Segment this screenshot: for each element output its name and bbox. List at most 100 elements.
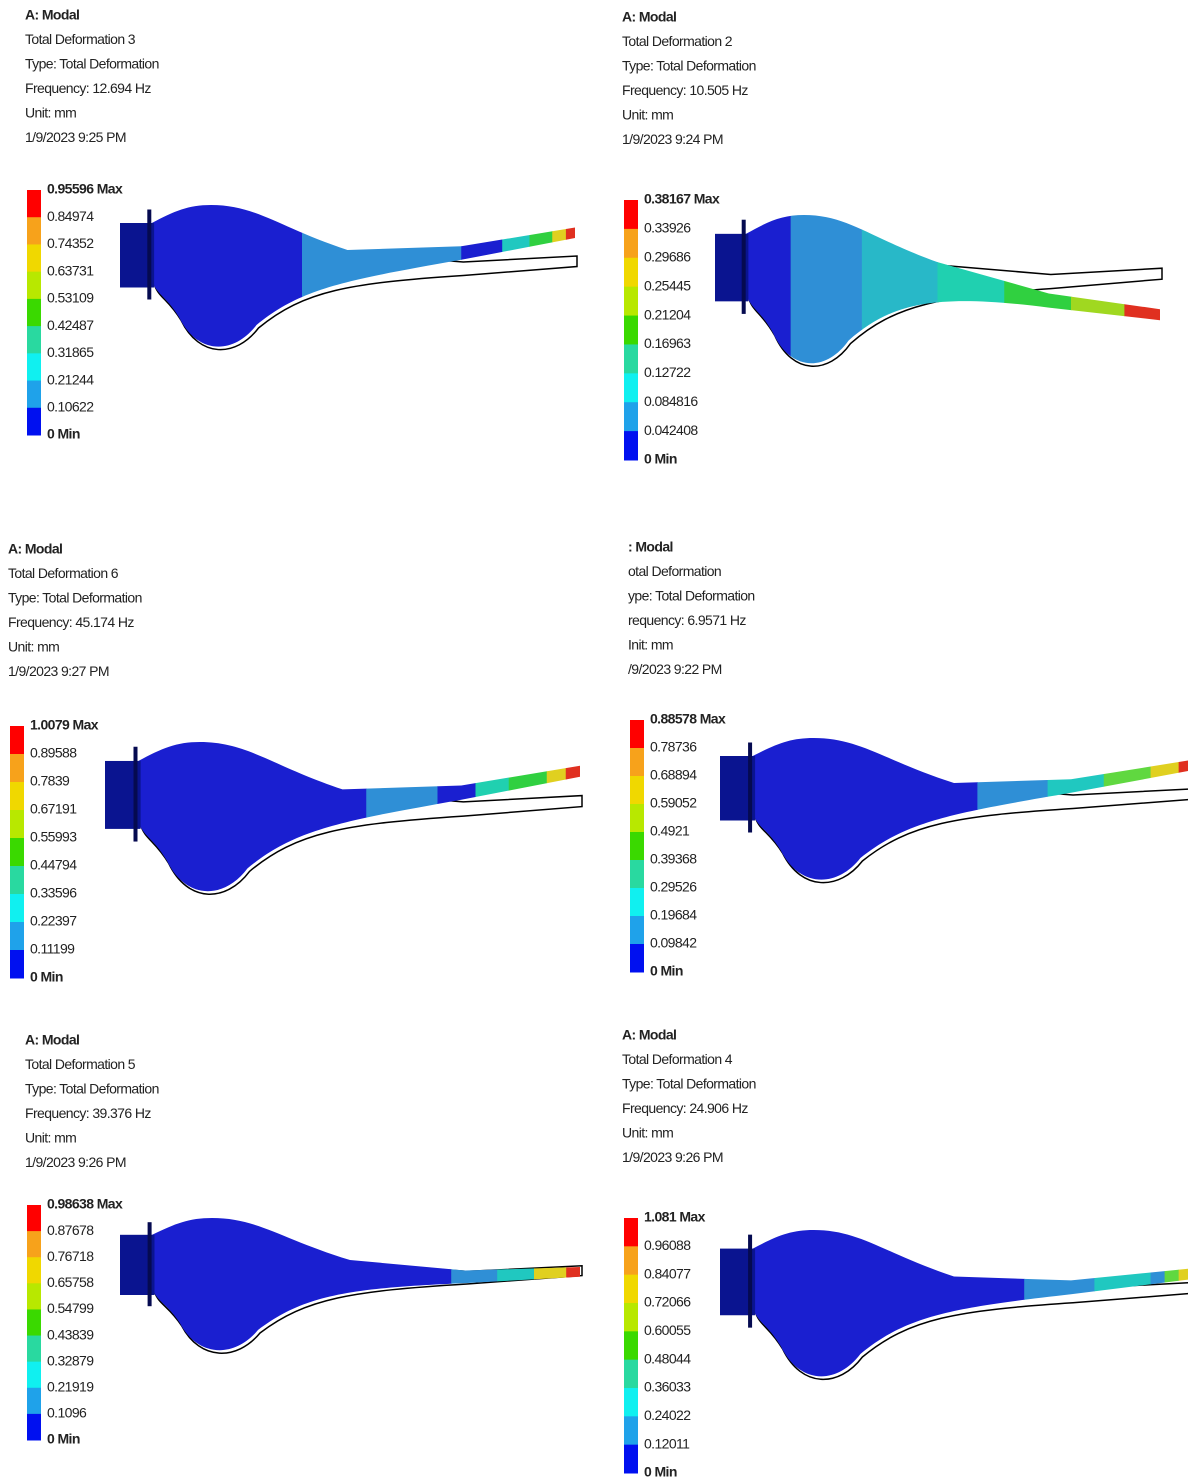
result-info: Unit: mm	[25, 1130, 76, 1146]
legend-band	[27, 1414, 41, 1441]
legend-band	[630, 916, 644, 945]
legend-band	[27, 353, 41, 381]
legend-band	[27, 381, 41, 409]
contour-band	[1004, 210, 1071, 377]
contour-band	[566, 1213, 590, 1363]
legend-band	[630, 944, 644, 973]
result-info: ype: Total Deformation	[628, 588, 755, 604]
contour-band	[1104, 733, 1151, 893]
legend-band	[624, 373, 638, 402]
legend-band	[27, 244, 41, 272]
legend-band	[630, 748, 644, 777]
legend-label: 0.042408	[644, 422, 698, 438]
legend-label: 1.0079 Max	[30, 717, 99, 733]
analysis-title: A: Modal	[622, 9, 676, 25]
result-info: Unit: mm	[622, 1125, 673, 1141]
contour-band	[566, 737, 590, 905]
legend-band	[624, 1416, 638, 1445]
contour-band	[509, 737, 548, 905]
result-info: Type: Total Deformation	[622, 1076, 756, 1092]
legend-label: 0.67191	[30, 801, 77, 817]
analysis-title: A: Modal	[25, 1032, 79, 1048]
legend-label: 0.21244	[47, 371, 94, 387]
contour-band	[1071, 210, 1125, 377]
result-info: Init: mm	[628, 637, 673, 653]
legend-band	[630, 860, 644, 889]
result-info: Type: Total Deformation	[25, 56, 159, 72]
contour-band	[105, 737, 367, 905]
page: A: ModalTotal Deformation 3Type: Total D…	[0, 0, 1188, 1479]
legend-band	[10, 894, 24, 923]
legend-band	[624, 1218, 638, 1247]
contour-band	[938, 210, 1005, 377]
legend-label: 0 Min	[47, 426, 80, 442]
legend-band	[27, 299, 41, 327]
contour-band	[438, 737, 477, 905]
legend-label: 0 Min	[650, 963, 683, 979]
hub-flange	[148, 1222, 152, 1306]
legend-label: 0.44794	[30, 857, 77, 873]
contour-band	[1165, 1225, 1180, 1390]
result-panel: A: Modal Total Deformation 4 Type: Total D…	[622, 1027, 1188, 1479]
contour-band	[566, 200, 585, 360]
legend-label: 0.78736	[650, 739, 697, 755]
deformed-shape	[105, 737, 590, 905]
hub-flange	[147, 210, 151, 300]
legend-label: 0.29686	[644, 248, 691, 264]
legend-band	[630, 804, 644, 833]
result-info: Total Deformation 6	[8, 565, 119, 581]
result-info: Total Deformation 4	[622, 1051, 733, 1067]
result-info: Frequency: 10.505 Hz	[622, 82, 748, 98]
analysis-title: : Modal	[628, 539, 673, 555]
contour-band	[1179, 733, 1188, 893]
result-info: Unit: mm	[622, 107, 673, 123]
legend-label: 0.43839	[47, 1326, 94, 1342]
legend-label: 0.32879	[47, 1352, 94, 1368]
legend-label: 0.87678	[47, 1222, 94, 1238]
legend-label: 0.72066	[644, 1294, 691, 1310]
legend-band	[624, 1360, 638, 1389]
result-info: Type: Total Deformation	[8, 590, 142, 606]
legend-band	[10, 950, 24, 979]
legend-label: 0 Min	[644, 451, 677, 467]
result-info: Unit: mm	[25, 105, 76, 121]
result-info: Type: Total Deformation	[25, 1081, 159, 1097]
contour-band	[1124, 210, 1169, 377]
contour-band	[1151, 733, 1180, 893]
result-info: requency: 6.9571 Hz	[628, 612, 746, 628]
result-panel: A: Modal Total Deformation 6 Type: Total D…	[8, 541, 590, 985]
hub-flange	[748, 1235, 752, 1328]
legend-band	[10, 838, 24, 867]
legend-label: 0.21204	[644, 306, 691, 322]
legend-label: 0.59052	[650, 795, 697, 811]
result-info: Unit: mm	[8, 639, 59, 655]
legend-label: 1.081 Max	[644, 1209, 706, 1225]
contour-band	[720, 1225, 1025, 1390]
analysis-title: A: Modal	[8, 541, 62, 557]
legend-label: 0.65758	[47, 1274, 94, 1290]
legend-band	[624, 1275, 638, 1304]
legend-label: 0.084816	[644, 393, 698, 409]
legend-label: 0.95596 Max	[47, 181, 123, 197]
legend-label: 0.33926	[644, 220, 691, 236]
legend-label: 0.25445	[644, 277, 691, 293]
result-info: 1/9/2023 9:26 PM	[622, 1149, 723, 1165]
legend-label: 0.68894	[650, 767, 697, 783]
legend-band	[624, 1303, 638, 1332]
legend-label: 0.31865	[47, 344, 94, 360]
legend-label: 0.39368	[650, 851, 697, 867]
legend-label: 0.53109	[47, 290, 94, 306]
legend-band	[630, 888, 644, 917]
analysis-title: A: Modal	[622, 1027, 676, 1043]
contour-band	[530, 200, 553, 360]
result-info: Frequency: 39.376 Hz	[25, 1105, 151, 1121]
legend-band	[630, 832, 644, 861]
result-info: 1/9/2023 9:26 PM	[25, 1154, 126, 1170]
legend-band	[630, 720, 644, 749]
result-info: /9/2023 9:22 PM	[628, 661, 722, 677]
legend-label: 0.89588	[30, 745, 77, 761]
legend-band	[630, 776, 644, 805]
legend-band	[624, 1246, 638, 1275]
